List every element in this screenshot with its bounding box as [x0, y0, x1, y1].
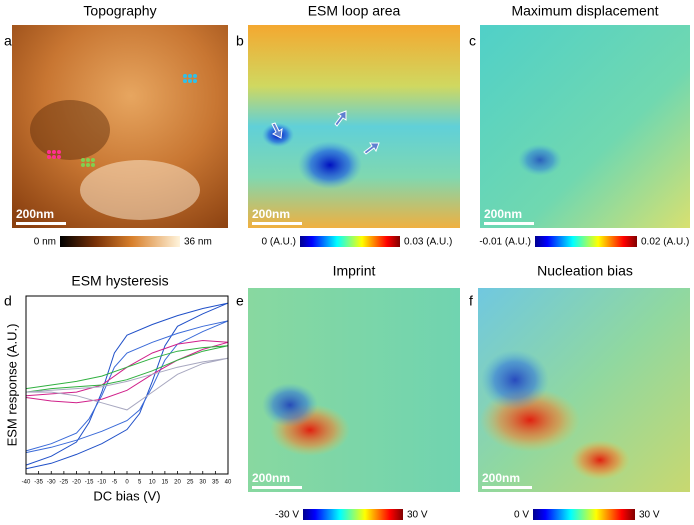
panel-letter: b: [236, 33, 244, 49]
hysteresis-loop: [25, 339, 229, 404]
hysteresis-plot: ESM hysteresis d DC bias (V) ESM response (…: [4, 273, 232, 504]
scale-bar: [482, 486, 532, 489]
hysteresis-loop: [25, 320, 229, 454]
map-feature: [80, 160, 200, 220]
panel-title: Nucleation bias: [537, 263, 633, 279]
map-feature: [30, 100, 110, 160]
map-feature: [262, 383, 318, 427]
x-tick-label: -35: [34, 480, 43, 486]
scale-bar-label: 200nm: [484, 207, 522, 221]
panel-title: Imprint: [333, 263, 376, 279]
x-tick-label: -10: [97, 480, 106, 486]
panel-letter: f: [469, 293, 473, 309]
map-feature: [298, 141, 362, 189]
colorbar-max-label: 30 V: [639, 510, 660, 521]
x-tick-label: 5: [138, 480, 142, 486]
panel-title: Topography: [83, 3, 156, 19]
colorbar-min-label: -0.01 (A.U.): [479, 237, 531, 248]
colorbar: [303, 509, 403, 520]
scale-bar-label: 200nm: [252, 207, 290, 221]
colorbar: [535, 236, 637, 247]
x-axis-label: DC bias (V): [93, 488, 160, 503]
x-tick-label: 10: [149, 480, 156, 486]
x-tick-label: -15: [85, 480, 94, 486]
scale-bar: [252, 222, 302, 225]
y-axis-label: ESM response (A.U.): [4, 324, 19, 447]
x-tick-label: -20: [72, 480, 81, 486]
x-tick-label: 40: [225, 480, 232, 486]
colorbar: [60, 236, 180, 247]
scale-bar-label: 200nm: [482, 471, 520, 485]
colorbar-max-label: 0.03 (A.U.): [404, 237, 452, 248]
x-tick-label: -5: [112, 480, 118, 486]
map-feature: [518, 144, 562, 176]
colorbar-max-label: 0.02 (A.U.): [641, 237, 689, 248]
x-tick-label: 20: [174, 480, 181, 486]
colorbar-max-label: 36 nm: [184, 237, 212, 248]
marker-cluster: [81, 158, 95, 167]
x-tick-label: 30: [199, 480, 206, 486]
arrows: [271, 110, 380, 155]
scale-bar: [16, 222, 66, 225]
x-tick-label: 15: [162, 480, 169, 486]
map-feature: [481, 350, 549, 410]
x-tick-label: 25: [187, 480, 194, 486]
marker-cluster: [183, 74, 197, 83]
decorations: [30, 74, 630, 480]
x-tick-label: 0: [125, 480, 129, 486]
scale-bar: [484, 222, 534, 225]
x-tick-label: -40: [22, 480, 31, 486]
x-tick-label: -25: [60, 480, 69, 486]
scale-bar: [252, 486, 302, 489]
maps: [12, 25, 690, 492]
panel-letter: d: [4, 293, 12, 309]
panel-letter: c: [469, 33, 476, 49]
colorbar-min-label: 0 (A.U.): [262, 237, 296, 248]
map-image: [480, 25, 690, 228]
colorbar-min-label: -30 V: [275, 510, 299, 521]
plot-frame: [25, 295, 229, 475]
panel-letter: a: [4, 33, 12, 49]
panel-title: ESM loop area: [308, 3, 401, 19]
colorbar-min-label: 0 nm: [34, 237, 56, 248]
scale-bar-label: 200nm: [252, 471, 290, 485]
colorbar: [300, 236, 400, 247]
colorbar-max-label: 30 V: [407, 510, 428, 521]
scale-bar-label: 200nm: [16, 207, 54, 221]
colorbar-min-label: 0 V: [514, 510, 529, 521]
colorbar: [533, 509, 635, 520]
panel-title: Maximum displacement: [511, 3, 658, 19]
chart-title: ESM hysteresis: [71, 273, 168, 289]
x-tick-label: -30: [47, 480, 56, 486]
map-feature: [570, 440, 630, 480]
x-tick-label: 35: [212, 480, 219, 486]
marker-cluster: [47, 150, 61, 159]
panel-letter: e: [236, 293, 244, 309]
